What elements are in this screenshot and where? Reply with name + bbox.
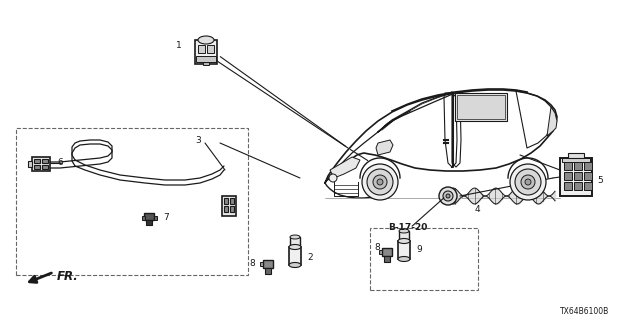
Bar [382,248,392,256]
Polygon shape [378,120,394,132]
Bar [290,237,300,247]
Bar [574,172,582,180]
Bar [42,165,48,169]
Bar [203,62,209,65]
Bar [574,182,582,190]
Text: 2: 2 [307,253,312,262]
Text: 8: 8 [249,259,255,268]
Bar [198,45,205,53]
Bar [42,159,48,163]
Bar [379,250,382,254]
Bar [384,256,390,262]
Circle shape [367,169,393,195]
Text: 3: 3 [195,135,201,145]
Text: TX64B6100B: TX64B6100B [560,308,609,316]
Text: B-17-20: B-17-20 [388,223,428,233]
Bar [289,247,301,265]
Circle shape [521,175,535,189]
Polygon shape [547,107,557,136]
Bar [584,182,592,190]
Circle shape [443,191,453,201]
Bar [568,153,584,158]
Bar [207,45,214,53]
Bar [564,162,572,170]
Bar [28,161,32,167]
Circle shape [329,174,337,182]
Bar [16,128,248,275]
Bar [260,262,263,266]
Bar [224,198,228,204]
Polygon shape [376,140,393,155]
Circle shape [510,164,546,200]
Bar [399,231,409,241]
Circle shape [377,179,383,185]
Bar [398,241,410,259]
Ellipse shape [398,257,410,261]
Ellipse shape [399,229,409,233]
Text: FR.: FR. [57,269,79,283]
Bar [584,172,592,180]
Bar [564,182,572,190]
Bar [263,260,273,268]
Text: 8: 8 [374,244,380,252]
Bar [146,220,152,225]
Text: 7: 7 [163,213,169,222]
Ellipse shape [289,244,301,250]
Text: 9: 9 [416,245,422,254]
Bar [34,165,40,169]
Bar [195,40,217,64]
Bar [455,93,507,121]
Bar [154,216,157,220]
Bar [230,198,234,204]
Ellipse shape [289,262,301,268]
Circle shape [525,179,531,185]
Circle shape [373,175,387,189]
Circle shape [515,169,541,195]
Circle shape [439,187,457,205]
Bar [230,206,234,212]
Bar [560,158,592,196]
Bar [222,196,236,216]
Circle shape [446,194,450,198]
Bar [196,56,216,62]
Ellipse shape [398,238,410,244]
Bar [265,268,271,274]
Text: 4: 4 [475,205,481,214]
Bar [574,162,582,170]
Ellipse shape [290,235,300,239]
Bar [562,158,590,162]
Circle shape [362,164,398,200]
Bar [584,162,592,170]
Bar [34,159,40,163]
Bar [144,213,154,220]
Bar [142,216,145,220]
Bar [224,206,228,212]
Ellipse shape [198,36,214,44]
Text: 5: 5 [597,175,603,185]
Bar [457,95,505,119]
Bar [370,228,478,290]
Bar [564,172,572,180]
Bar [32,157,50,171]
Text: 6: 6 [57,157,63,166]
Text: 1: 1 [176,41,182,50]
Polygon shape [330,157,360,178]
